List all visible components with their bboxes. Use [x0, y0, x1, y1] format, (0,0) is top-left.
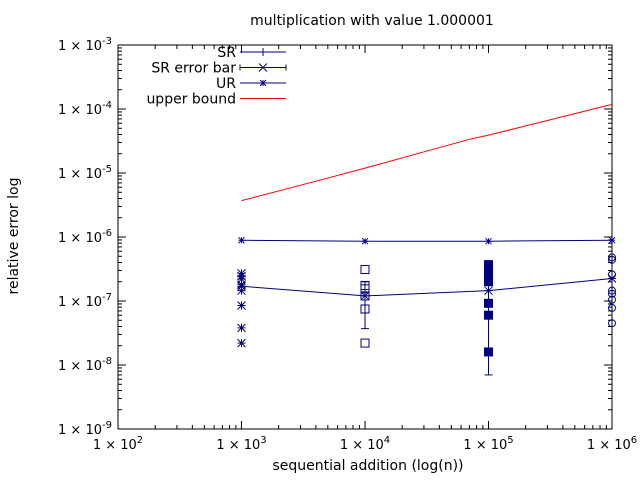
y-tick-label: 1 × 10-7: [58, 292, 112, 310]
square-shape: [484, 347, 493, 357]
square-shape: [484, 260, 493, 270]
square-shape: [360, 304, 370, 314]
x-tick-label: 1 × 104: [340, 435, 390, 453]
circle-shape: [608, 295, 616, 304]
sample-point: [484, 298, 493, 308]
square-shape: [360, 280, 370, 290]
circle-shape: [608, 319, 616, 328]
ur-line: [241, 239, 613, 242]
circle-shape: [608, 253, 616, 262]
legend-label: UR: [216, 76, 236, 92]
sample-point: [608, 295, 616, 304]
cross-arm: [607, 274, 617, 283]
circle-shape: [608, 303, 616, 312]
sample-point: [484, 310, 493, 320]
sr-line: [241, 277, 613, 297]
y-tick-label: 1 × 10-9: [58, 420, 112, 438]
y-axis-title: relative error log: [6, 178, 22, 295]
sample-point: [608, 255, 616, 264]
sample-point: [484, 347, 493, 357]
legend-label: SR: [217, 45, 236, 61]
legend-label: SR error bar: [151, 61, 236, 77]
sample-point: [237, 269, 246, 278]
sample-point: [608, 319, 616, 328]
legend-swatch-marker: [259, 48, 267, 56]
x-tick-label: 1 × 103: [216, 435, 266, 453]
square-shape: [484, 310, 493, 320]
x-axis-title: sequential addition (log(n)): [272, 458, 463, 474]
star-arm: [608, 236, 616, 244]
legend-swatch-marker: [259, 79, 267, 87]
y-tick-label: 1 × 10-4: [58, 100, 112, 118]
sample-point: [360, 291, 370, 301]
sample-point: [608, 303, 616, 312]
circle-shape: [608, 270, 616, 279]
star-arm: [485, 237, 492, 245]
cross-arm: [258, 63, 268, 72]
sample-point: [608, 289, 616, 298]
square-shape: [360, 338, 370, 348]
error-bar-center-point: [607, 274, 617, 283]
ur-point: [238, 236, 245, 244]
x-tick-label: 1 × 102: [93, 435, 143, 453]
legend-label: upper bound: [146, 92, 236, 108]
square-shape: [360, 265, 370, 275]
circle-shape: [608, 255, 616, 264]
y-tick-label: 1 × 10-6: [58, 228, 112, 246]
sample-point: [360, 304, 370, 314]
sample-point: [608, 270, 616, 279]
sample-point: [237, 301, 246, 310]
star-arm: [238, 236, 245, 244]
y-tick-label: 1 × 10-8: [58, 356, 112, 374]
ur-point: [608, 236, 616, 244]
sample-point: [484, 260, 493, 270]
sample-point: [237, 338, 246, 348]
star-arm: [237, 323, 246, 333]
ur-point: [485, 237, 492, 245]
upper-bound-line: [241, 103, 613, 202]
square-shape: [360, 291, 370, 301]
chart-title: multiplication with value 1.000001: [250, 13, 494, 29]
star-arm: [237, 301, 246, 310]
error-bar-center-point: [484, 286, 493, 296]
sample-point: [608, 286, 616, 295]
star-arm: [361, 237, 369, 245]
star-arm: [237, 269, 246, 278]
sample-point: [608, 253, 616, 262]
sample-point: [360, 338, 370, 348]
cross-arm: [484, 286, 493, 296]
sample-point: [237, 323, 246, 333]
y-tick-label: 1 × 10-5: [58, 164, 112, 182]
y-tick-label: 1 × 10-3: [58, 36, 112, 54]
circle-shape: [608, 286, 616, 295]
data-layer: [237, 103, 617, 376]
x-tick-label: 1 × 106: [587, 435, 637, 453]
circle-shape: [608, 289, 616, 298]
star-arm: [237, 338, 246, 348]
ticks-layer: 1 × 102 1 × 103 1 × 104 1 × 105 1 × 106 1 × 1…: [58, 36, 637, 453]
sample-point: [360, 265, 370, 275]
star-arm: [259, 79, 267, 87]
ur-point: [361, 237, 369, 245]
legend-swatch-marker: [258, 63, 268, 72]
square-shape: [484, 298, 493, 308]
x-tick-label: 1 × 105: [463, 435, 513, 453]
sample-point: [360, 280, 370, 290]
